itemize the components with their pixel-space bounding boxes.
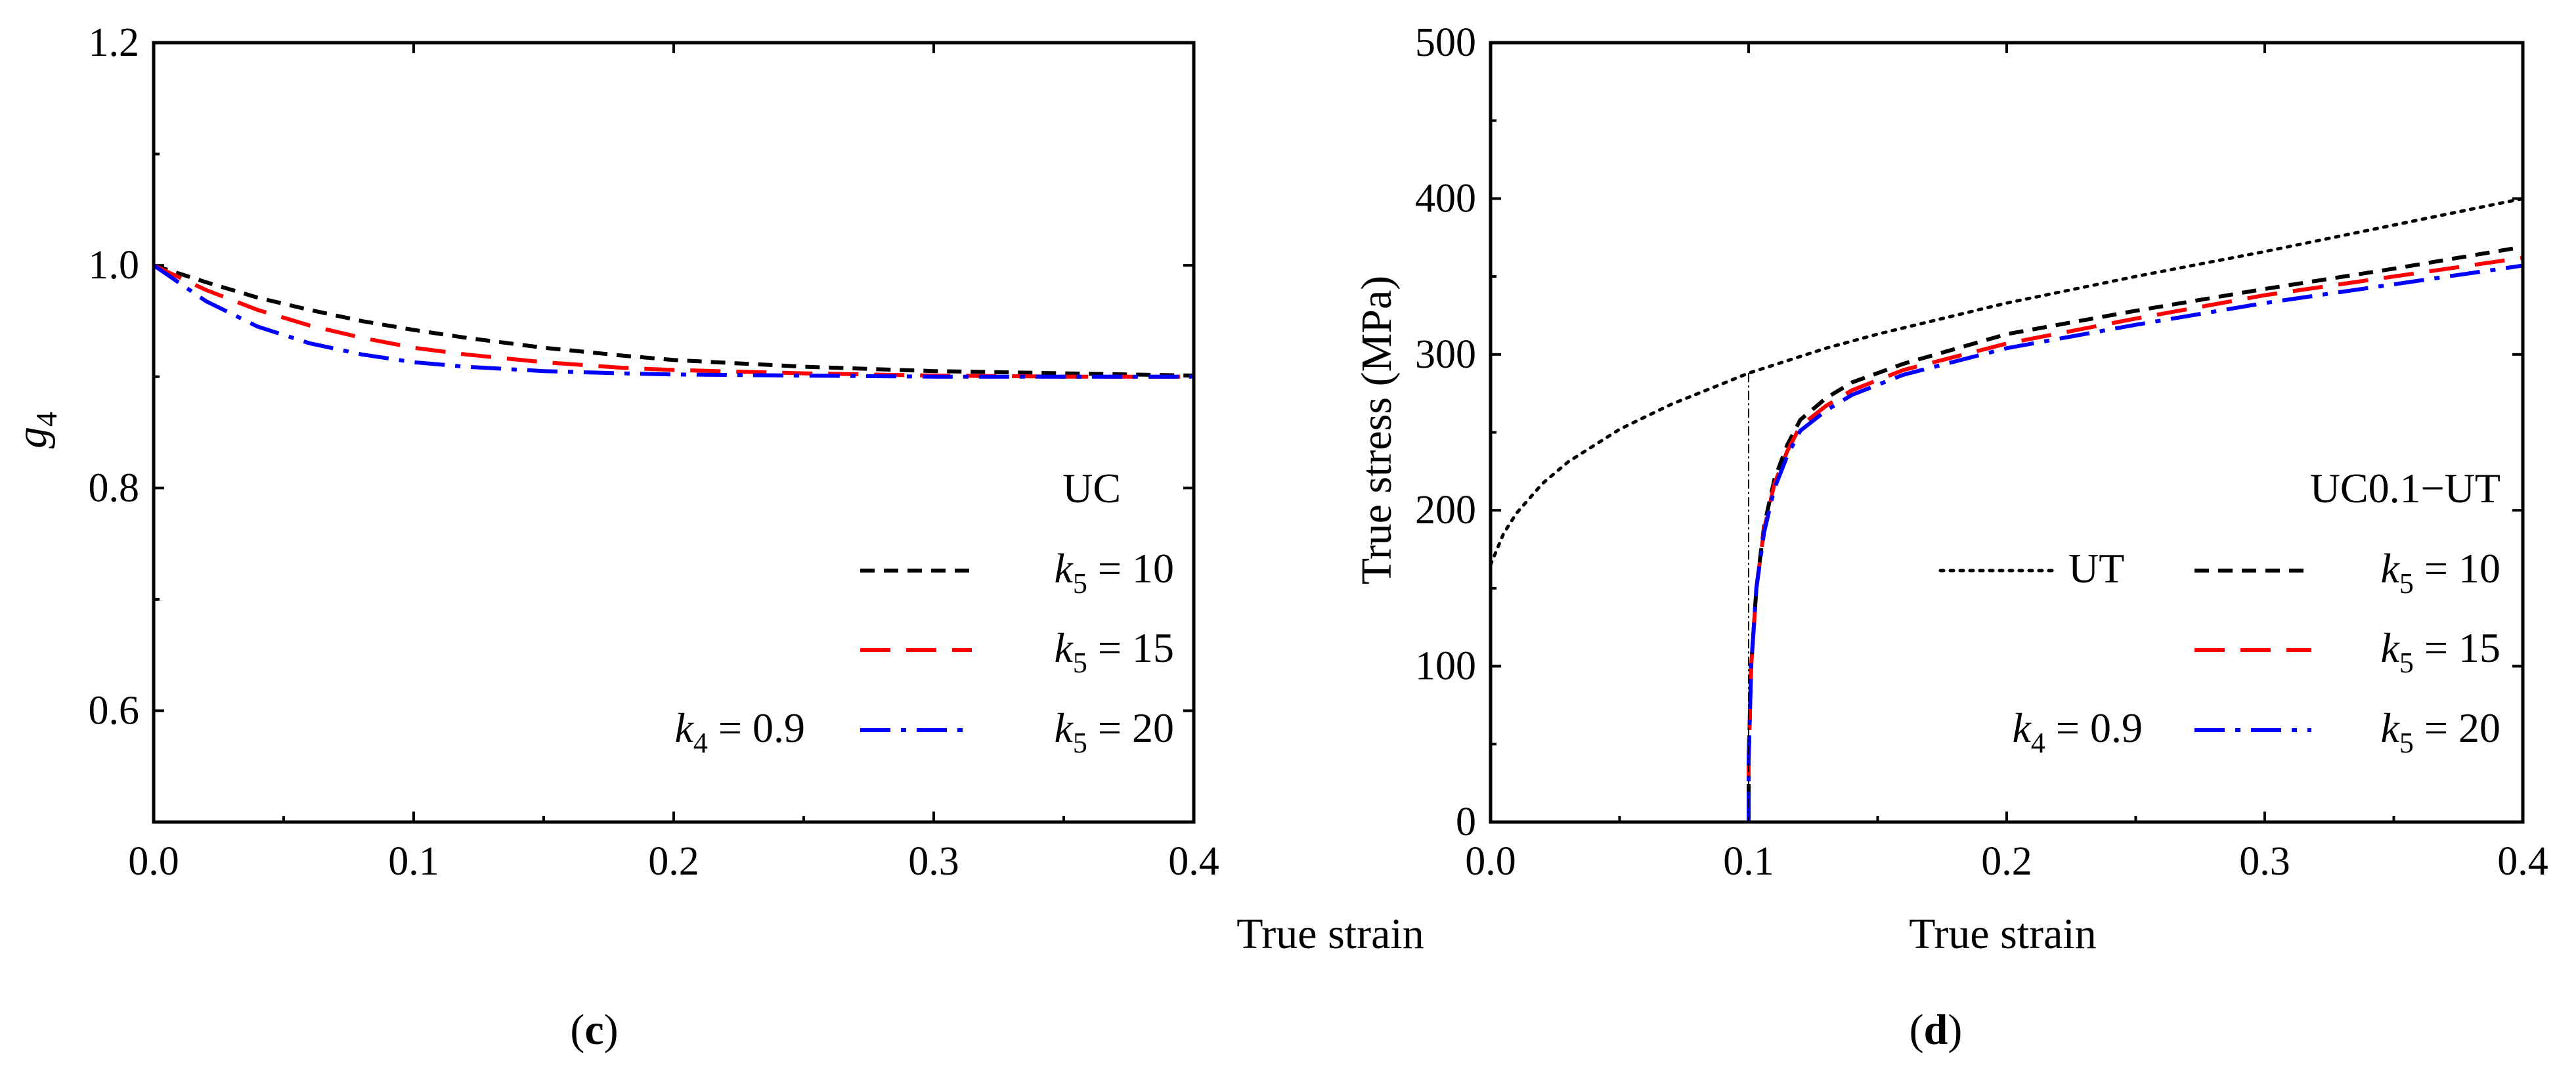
- legend-label: k5 = 15: [2381, 624, 2501, 679]
- annotation-k4: k4 = 0.9: [675, 705, 806, 759]
- series-line-ut: [1491, 196, 2523, 567]
- legend-label: k5 = 20: [1055, 705, 1175, 759]
- legend-label: k5 = 20: [2381, 705, 2501, 759]
- chart-panel-c: 0.0 0.1 0.2 0.3 0.4 0.6 0.8 1.0 1.2 True strain g4…: [8, 20, 1424, 1054]
- y-tick-label: 200: [1415, 488, 1476, 532]
- x-axis-title: True strain: [1236, 910, 1424, 958]
- y-axis-title: g4: [8, 412, 63, 448]
- panel-label: (c): [570, 1006, 618, 1054]
- y-tick-label: 0.6: [89, 688, 140, 733]
- legend-label-ut: UT: [2068, 545, 2124, 592]
- annotation-loading-case: UC0.1−UT: [2310, 465, 2500, 511]
- x-tick-label: 0.2: [648, 839, 699, 884]
- x-tick-label: 0.2: [1981, 839, 2032, 884]
- y-tick-label: 500: [1415, 20, 1476, 65]
- legend-label: k5 = 15: [1055, 624, 1175, 679]
- panel-label: (d): [1910, 1006, 1963, 1054]
- legend-label: k5 = 10: [1055, 545, 1175, 599]
- x-tick-label: 0.4: [2497, 839, 2548, 884]
- series-line-k5-20: [154, 263, 1194, 379]
- plot-frame: [1489, 41, 2525, 824]
- annotation-k4: k4 = 0.9: [2013, 705, 2143, 759]
- x-tick-label: 0.1: [1723, 839, 1774, 884]
- series-line-k5-20: [1747, 263, 2523, 822]
- annotation-loading-case: UC: [1062, 465, 1121, 511]
- plot-frame: [152, 41, 1196, 824]
- x-tick-label: 0.1: [388, 839, 439, 884]
- y-tick-label: 0: [1456, 800, 1476, 844]
- legend-label: k5 = 10: [2381, 545, 2501, 599]
- x-axis-title: True strain: [1909, 910, 2096, 958]
- x-tick-label: 0.0: [128, 839, 179, 884]
- y-tick-label: 100: [1415, 644, 1476, 689]
- x-tick-label: 0.3: [908, 839, 959, 884]
- y-tick-label: 400: [1415, 176, 1476, 221]
- series-line-k5-10: [154, 263, 1194, 378]
- y-tick-label: 1.0: [89, 243, 140, 288]
- x-tick-label: 0.0: [1465, 839, 1516, 884]
- x-tick-label: 0.3: [2239, 839, 2290, 884]
- x-tick-label: 0.4: [1168, 839, 1219, 884]
- y-axis-title: True stress (MPa): [1353, 276, 1401, 585]
- y-tick-label: 0.8: [89, 466, 140, 510]
- y-tick-label: 300: [1415, 332, 1476, 377]
- y-tick-label: 1.2: [89, 20, 140, 65]
- chart-panel-d: 0.0 0.1 0.2 0.3 0.4 0 100 200 300 400 500 True stra…: [1353, 20, 2548, 1054]
